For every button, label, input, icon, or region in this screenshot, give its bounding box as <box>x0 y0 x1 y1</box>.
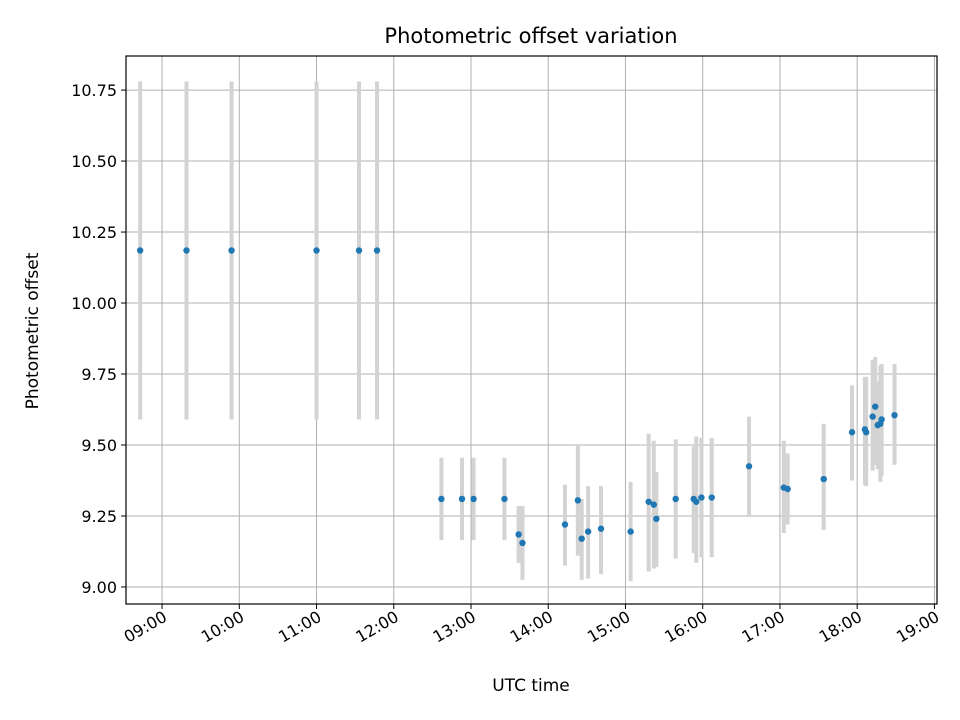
data-point <box>438 495 445 503</box>
data-point <box>136 247 144 254</box>
data-point <box>574 497 582 504</box>
data-point <box>698 494 705 501</box>
data-point <box>627 528 634 535</box>
y-tick-label: 10.00 <box>71 294 117 313</box>
data-point <box>820 475 827 483</box>
data-point <box>183 247 190 254</box>
data-point <box>355 247 363 254</box>
y-tick-label: 10.50 <box>71 152 117 171</box>
x-axis-label: UTC time <box>492 676 570 696</box>
plot-area-frame <box>125 55 938 605</box>
data-point <box>373 247 381 254</box>
data-point <box>313 247 320 254</box>
data-point <box>458 495 466 503</box>
chart-title: Photometric offset variation <box>384 24 677 48</box>
y-axis-label: Photometric offset <box>23 252 43 409</box>
data-point <box>708 494 715 501</box>
data-point <box>578 535 585 542</box>
data-point <box>891 411 898 419</box>
data-point <box>745 463 753 470</box>
data-point <box>878 416 885 423</box>
data-point <box>693 498 700 505</box>
data-point <box>519 539 526 547</box>
data-point <box>645 498 652 505</box>
data-point <box>869 413 876 420</box>
data-point <box>515 531 522 538</box>
y-axis-ticks: 9.00 9.25 9.50 9.75 10.00 10.25 10.50 10.75 <box>71 81 126 597</box>
data-point <box>653 515 660 523</box>
data-point <box>561 521 569 528</box>
y-tick-label: 10.75 <box>71 81 117 100</box>
data-point <box>650 501 657 508</box>
data-point <box>584 528 592 535</box>
data-point <box>862 429 870 436</box>
data-point <box>848 429 856 436</box>
data-point <box>672 495 679 503</box>
data-point <box>597 525 605 532</box>
y-tick-label: 9.25 <box>81 507 117 526</box>
y-tick-label: 9.50 <box>81 436 117 455</box>
data-point <box>872 403 879 410</box>
data-point <box>784 485 791 493</box>
y-tick-label: 9.75 <box>81 365 117 384</box>
grid <box>126 56 937 604</box>
data-point <box>470 495 477 503</box>
data-point <box>228 247 235 254</box>
data-point <box>501 495 508 503</box>
y-tick-label: 9.00 <box>81 578 117 597</box>
data-points <box>136 247 898 547</box>
y-tick-label: 10.25 <box>71 223 117 242</box>
